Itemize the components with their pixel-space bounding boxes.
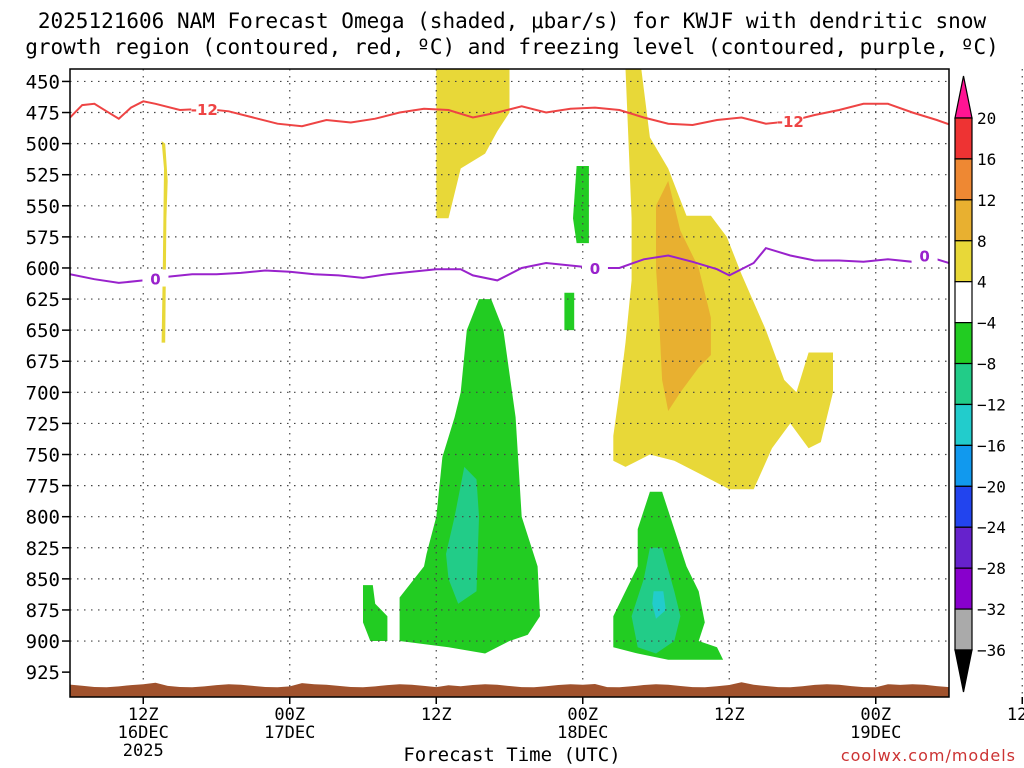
contour-label-bg-1-1 bbox=[581, 258, 608, 276]
omega-region-5 bbox=[564, 292, 575, 331]
chart-title-line2: growth region (contoured, red, ºC) and f… bbox=[25, 35, 999, 59]
y-tick-label-750: 750 bbox=[26, 445, 60, 467]
x-tick-label-72-2: 19DEC bbox=[850, 723, 901, 743]
colorbar-label-0: 20 bbox=[977, 109, 996, 128]
omega-region-1 bbox=[161, 141, 168, 343]
colorbar-segment-8 bbox=[954, 444, 973, 487]
y-tick-label-600: 600 bbox=[26, 258, 60, 280]
contour-label-bg-1-2 bbox=[911, 246, 938, 264]
contour-line-0 bbox=[70, 100, 949, 128]
y-tick-label-900: 900 bbox=[26, 631, 60, 653]
y-tick-label-475: 475 bbox=[26, 103, 60, 125]
colorbar-label-6: −8 bbox=[977, 355, 996, 374]
y-tick-label-625: 625 bbox=[26, 289, 60, 311]
colorbar-segment-6 bbox=[954, 362, 973, 406]
colorbar-label-12: −32 bbox=[977, 600, 1006, 619]
omega-region-4 bbox=[573, 166, 589, 244]
y-tick-label-775: 775 bbox=[26, 476, 60, 498]
contour-label-1-2: 0 bbox=[919, 248, 929, 266]
colorbar: 20 16 12 8 4 −4 −8 −12 −16 −20 −24 −28 −32 −36 bbox=[954, 75, 1006, 693]
x-tick-label-84-1: 12Z bbox=[1007, 705, 1024, 725]
colorbar-segment-7 bbox=[954, 403, 973, 446]
y-tick-label-875: 875 bbox=[26, 600, 60, 622]
y-tick-label-725: 725 bbox=[26, 413, 60, 435]
x-tick-label-48-1: 00Z bbox=[567, 705, 598, 725]
plot-frame bbox=[69, 68, 950, 698]
colorbar-segment-12 bbox=[954, 608, 973, 651]
colorbar-segment-9 bbox=[954, 485, 973, 528]
chart-title: 2025121606 NAM Forecast Omega (shaded, μ… bbox=[0, 8, 1024, 60]
colorbar-segment-5 bbox=[954, 322, 973, 365]
contour-label-bg-0-1 bbox=[777, 112, 804, 130]
colorbar-label-11: −28 bbox=[977, 559, 1006, 578]
y-tick-label-675: 675 bbox=[26, 351, 60, 373]
terrain-band bbox=[70, 682, 949, 697]
colorbar-label-10: −24 bbox=[977, 518, 1006, 537]
colorbar-label-1: 16 bbox=[977, 150, 996, 169]
colorbar-label-9: −20 bbox=[977, 477, 1006, 496]
y-tick-label-825: 825 bbox=[26, 538, 60, 560]
y-tick-label-500: 500 bbox=[26, 134, 60, 156]
omega-region-0 bbox=[436, 69, 510, 219]
y-tick-label-575: 575 bbox=[26, 227, 60, 249]
x-tick-label-12-1: 12Z bbox=[128, 705, 159, 725]
y-tick-label-650: 650 bbox=[26, 320, 60, 342]
grid bbox=[70, 69, 1023, 697]
colorbar-segment-2 bbox=[954, 199, 973, 242]
x-tick-label-36-1: 12Z bbox=[421, 705, 452, 725]
source-credit: coolwx.com/models bbox=[840, 746, 1016, 765]
colorbar-label-7: −12 bbox=[977, 395, 1006, 414]
y-tick-label-700: 700 bbox=[26, 382, 60, 404]
chart-title-line1: 2025121606 NAM Forecast Omega (shaded, μ… bbox=[37, 9, 987, 33]
colorbar-label-3: 8 bbox=[977, 232, 987, 251]
omega-region-9 bbox=[446, 466, 479, 604]
y-tick-label-800: 800 bbox=[26, 507, 60, 529]
y-tick-label-450: 450 bbox=[26, 71, 60, 93]
colorbar-label-5: −4 bbox=[977, 314, 996, 333]
omega-region-11 bbox=[652, 591, 666, 619]
y-tick-label-525: 525 bbox=[26, 165, 60, 187]
colorbar-segment-10 bbox=[954, 526, 973, 569]
y-tick-label-850: 850 bbox=[26, 569, 60, 591]
colorbar-segment-1 bbox=[954, 158, 973, 201]
contours: -12 -12 0 0 0 bbox=[70, 99, 949, 289]
colorbar-top-triangle bbox=[954, 75, 973, 119]
colorbar-label-2: 12 bbox=[977, 191, 996, 210]
colorbar-segment-11 bbox=[954, 567, 973, 610]
colorbar-label-8: −16 bbox=[977, 436, 1006, 455]
contour-label-bg-1-0 bbox=[142, 269, 169, 287]
omega-shading bbox=[161, 69, 833, 660]
x-tick-label-12-3: 2025 bbox=[123, 741, 164, 761]
x-tick-label-60-1: 12Z bbox=[714, 705, 745, 725]
x-tick-label-72-1: 00Z bbox=[860, 705, 891, 725]
colorbar-label-4: 4 bbox=[977, 273, 987, 292]
colorbar-label-13: −36 bbox=[977, 641, 1006, 660]
contour-label-1-1: 0 bbox=[590, 260, 600, 278]
x-tick-label-24-1: 00Z bbox=[274, 705, 305, 725]
x-tick-label-24-2: 17DEC bbox=[264, 723, 315, 743]
y-tick-label-925: 925 bbox=[26, 662, 60, 684]
colorbar-bottom-triangle bbox=[954, 649, 973, 693]
x-tick-label-12-2: 16DEC bbox=[118, 723, 169, 743]
contour-label-0-1: -12 bbox=[777, 113, 804, 131]
contour-label-0-0: -12 bbox=[191, 101, 218, 119]
contour-label-bg-0-0 bbox=[191, 99, 218, 117]
contour-line-1 bbox=[70, 246, 949, 284]
omega-region-2 bbox=[613, 69, 833, 490]
y-axis: 450 475 500 525 550 575 600 625 650 675 700 725 750 7… bbox=[26, 71, 70, 684]
colorbar-segment-4 bbox=[954, 281, 973, 324]
colorbar-segment-0 bbox=[954, 117, 973, 160]
y-tick-label-550: 550 bbox=[26, 196, 60, 218]
x-axis-label: Forecast Time (UTC) bbox=[403, 744, 621, 766]
omega-region-7 bbox=[363, 585, 388, 641]
colorbar-segment-3 bbox=[954, 240, 973, 283]
omega-region-3 bbox=[656, 180, 711, 411]
contour-label-1-0: 0 bbox=[150, 271, 160, 289]
x-tick-label-48-2: 18DEC bbox=[557, 723, 608, 743]
